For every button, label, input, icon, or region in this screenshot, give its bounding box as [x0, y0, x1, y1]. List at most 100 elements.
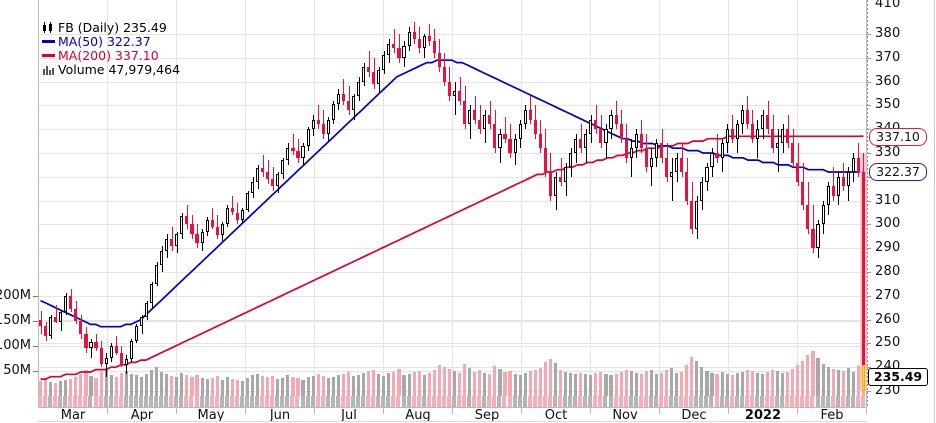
- date-tick: [805, 396, 810, 407]
- last-price-label: 235.49: [868, 368, 928, 387]
- gridline-vertical: [107, 0, 108, 396]
- date-tick: [381, 396, 386, 407]
- volume-bar: [407, 373, 411, 396]
- gridline-vertical: [659, 0, 660, 396]
- price-axis: 4103803703603503403303203103002902802702…: [867, 0, 936, 408]
- legend-row-ma50: MA(50) 322.37: [42, 33, 180, 49]
- date-tick: [94, 396, 99, 407]
- price-tick-mark: [867, 177, 871, 178]
- volume-bar: [114, 377, 118, 396]
- month-label: Sep: [474, 408, 500, 423]
- date-tick: [230, 396, 235, 407]
- date-tick: [528, 396, 533, 407]
- date-tick: [745, 396, 750, 407]
- volume-bar: [579, 372, 583, 396]
- volume-bar: [760, 373, 765, 396]
- date-tick: [482, 396, 487, 407]
- candle-body: [503, 133, 507, 139]
- candle-body: [468, 110, 472, 125]
- date-tick: [119, 396, 124, 407]
- date-tick: [386, 396, 391, 407]
- volume-bar: [624, 370, 628, 396]
- volume-bar: [155, 367, 159, 396]
- price-tick-label: 350: [875, 97, 901, 113]
- date-tick: [851, 396, 856, 407]
- candle-body: [771, 129, 775, 149]
- volume-bar: [619, 372, 623, 396]
- volume-bar: [276, 378, 280, 396]
- volume-bar: [665, 370, 669, 396]
- date-tick: [735, 396, 740, 407]
- candle-body: [730, 129, 734, 139]
- date-tick: [73, 396, 78, 407]
- date-tick: [270, 396, 275, 407]
- date-tick: [210, 396, 215, 407]
- volume-bar: [705, 371, 709, 396]
- date-tick: [240, 396, 245, 407]
- date-tick: [755, 396, 760, 407]
- candle-wick: [480, 105, 481, 134]
- candle-body: [619, 124, 623, 139]
- volume-bar: [306, 377, 310, 396]
- volume-axis: 200M 150M 100M 50M: [0, 0, 38, 408]
- date-tick: [361, 396, 366, 407]
- volume-bar: [473, 371, 477, 396]
- volume-bar: [341, 373, 345, 396]
- candle-wick: [505, 117, 506, 144]
- volume-bars-icon: [42, 64, 55, 75]
- volume-bar: [786, 372, 790, 396]
- candle-wick: [778, 129, 779, 173]
- volume-bar: [644, 371, 648, 396]
- candle-body: [44, 325, 48, 337]
- candle-body: [634, 133, 638, 149]
- candle-wick: [475, 95, 476, 125]
- date-tick: [598, 396, 603, 407]
- volume-bar: [291, 376, 295, 396]
- axis-tick-vertical: [521, 408, 522, 414]
- date-tick: [603, 396, 608, 407]
- chart-legend: FB (Daily) 235.49 MA(50) 322.37 MA(200) …: [42, 19, 180, 77]
- date-tick: [684, 396, 689, 407]
- volume-bar: [513, 373, 517, 396]
- price-tick-mark: [867, 343, 871, 344]
- candle-body: [94, 342, 98, 349]
- candle-body: [861, 172, 866, 378]
- volume-bar: [442, 367, 446, 396]
- axis-tick-vertical: [314, 408, 315, 414]
- date-tick: [720, 396, 725, 407]
- legend-quote-text: FB (Daily) 235.49: [58, 19, 167, 35]
- candle-body: [129, 341, 133, 359]
- date-tick: [639, 396, 644, 407]
- date-tick: [174, 396, 179, 407]
- candle-body: [69, 295, 73, 309]
- date-tick: [810, 396, 815, 407]
- volume-bar: [735, 373, 739, 396]
- volume-bar: [609, 375, 613, 396]
- candle-body: [230, 207, 234, 213]
- volume-bar: [781, 373, 785, 396]
- candle-body: [811, 229, 815, 249]
- volume-bar: [846, 368, 850, 396]
- volume-bar: [528, 371, 532, 396]
- date-tick: [341, 396, 346, 407]
- date-tick: [654, 396, 659, 407]
- price-tick-label: 370: [875, 49, 901, 65]
- candle-body: [584, 133, 588, 149]
- legend-ma50-text: MA(50) 322.37: [58, 33, 151, 49]
- date-tick: [841, 396, 846, 407]
- date-tick: [699, 396, 704, 407]
- candle-body: [725, 129, 729, 144]
- volume-bar: [402, 374, 406, 396]
- ma50-price-label: 322.37: [869, 163, 927, 182]
- date-tick: [609, 396, 614, 407]
- volume-bar: [796, 365, 800, 396]
- candle-body: [185, 216, 189, 225]
- date-tick: [826, 396, 831, 407]
- volume-bar: [190, 376, 194, 396]
- date-tick: [447, 396, 452, 407]
- volume-bar: [670, 368, 674, 396]
- date-tick: [861, 396, 866, 407]
- candle-body: [402, 45, 406, 58]
- legend-row-quote: FB (Daily) 235.49: [42, 19, 180, 35]
- volume-bar: [225, 377, 229, 396]
